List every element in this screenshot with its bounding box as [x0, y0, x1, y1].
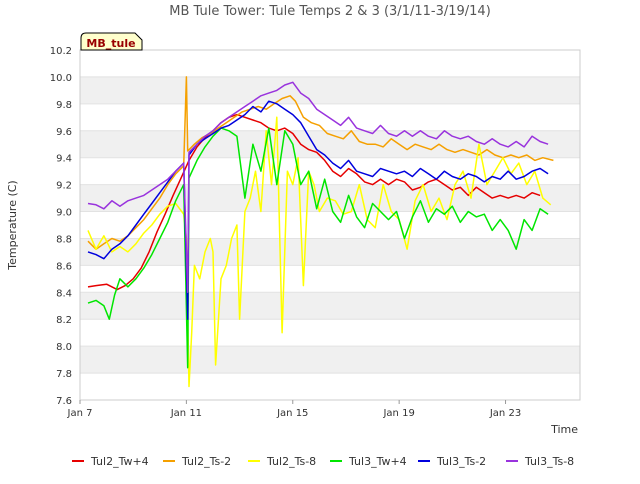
y-tick-label: 8.0	[56, 342, 72, 353]
series-line	[87, 76, 554, 250]
x-tick-label: Jan 11	[170, 408, 202, 419]
grid-band	[80, 76, 580, 104]
y-tick-label: 9.0	[56, 208, 72, 219]
y-axis-label: Temperature (C)	[6, 180, 19, 270]
y-tick-label: 7.6	[56, 396, 72, 407]
x-tick-label: Jan 15	[276, 408, 308, 419]
x-tick-label: Jan 7	[67, 408, 93, 419]
y-tick-label: 9.2	[56, 181, 72, 192]
badge-label: MB_tule	[86, 37, 135, 50]
grid-band	[80, 346, 580, 374]
legend: Tul2_Tw+4 Tul2_Ts-2 Tul2_Ts-8 Tul3_Tw+4 Tul3…	[72, 455, 574, 468]
y-tick-label: 7.8	[56, 369, 72, 380]
legend-label: Tul2_Ts-2	[181, 455, 231, 468]
legend-label: Tul3_Ts-2	[436, 455, 486, 468]
x-tick-label: Jan 23	[489, 408, 521, 419]
y-tick-label: 10.0	[50, 73, 72, 84]
y-tick-label: 10.2	[50, 46, 72, 57]
grid-band	[80, 130, 580, 158]
plot-border	[79, 49, 581, 401]
x-tick-label: Jan 19	[382, 408, 414, 419]
series-line	[87, 127, 549, 369]
grid-band	[80, 238, 580, 266]
chart-title: MB Tule Tower: Tule Temps 2 & 3 (3/1/11-…	[169, 4, 491, 19]
y-axis: 7.6 7.8 8.0 8.2 8.4 8.6 8.8 9.0 9.2 9.4 9.6 9.8 10.0…	[50, 46, 72, 407]
legend-label: Tul3_Tw+4	[348, 455, 407, 468]
grid-band	[80, 292, 580, 320]
series-lines	[87, 76, 554, 388]
y-tick-label: 8.8	[56, 234, 72, 245]
y-tick-label: 9.4	[56, 154, 72, 165]
legend-label: Tul2_Tw+4	[90, 455, 149, 468]
series-line	[87, 113, 541, 291]
y-tick-label: 9.6	[56, 127, 72, 138]
series-line	[87, 116, 552, 388]
x-axis-label: Time	[550, 423, 578, 436]
y-tick-label: 8.4	[56, 288, 72, 299]
y-tick-label: 8.6	[56, 261, 72, 272]
x-axis: Jan 7 Jan 11 Jan 15 Jan 19 Jan 23	[67, 400, 521, 419]
badge-shape	[80, 32, 143, 51]
y-tick-label: 9.8	[56, 100, 72, 111]
legend-label: Tul2_Ts-8	[266, 455, 316, 468]
series-line	[87, 81, 549, 294]
y-tick-label: 8.2	[56, 315, 72, 326]
series-line	[87, 100, 549, 320]
legend-label: Tul3_Ts-8	[524, 455, 574, 468]
station-badge: MB_tule	[80, 32, 143, 51]
